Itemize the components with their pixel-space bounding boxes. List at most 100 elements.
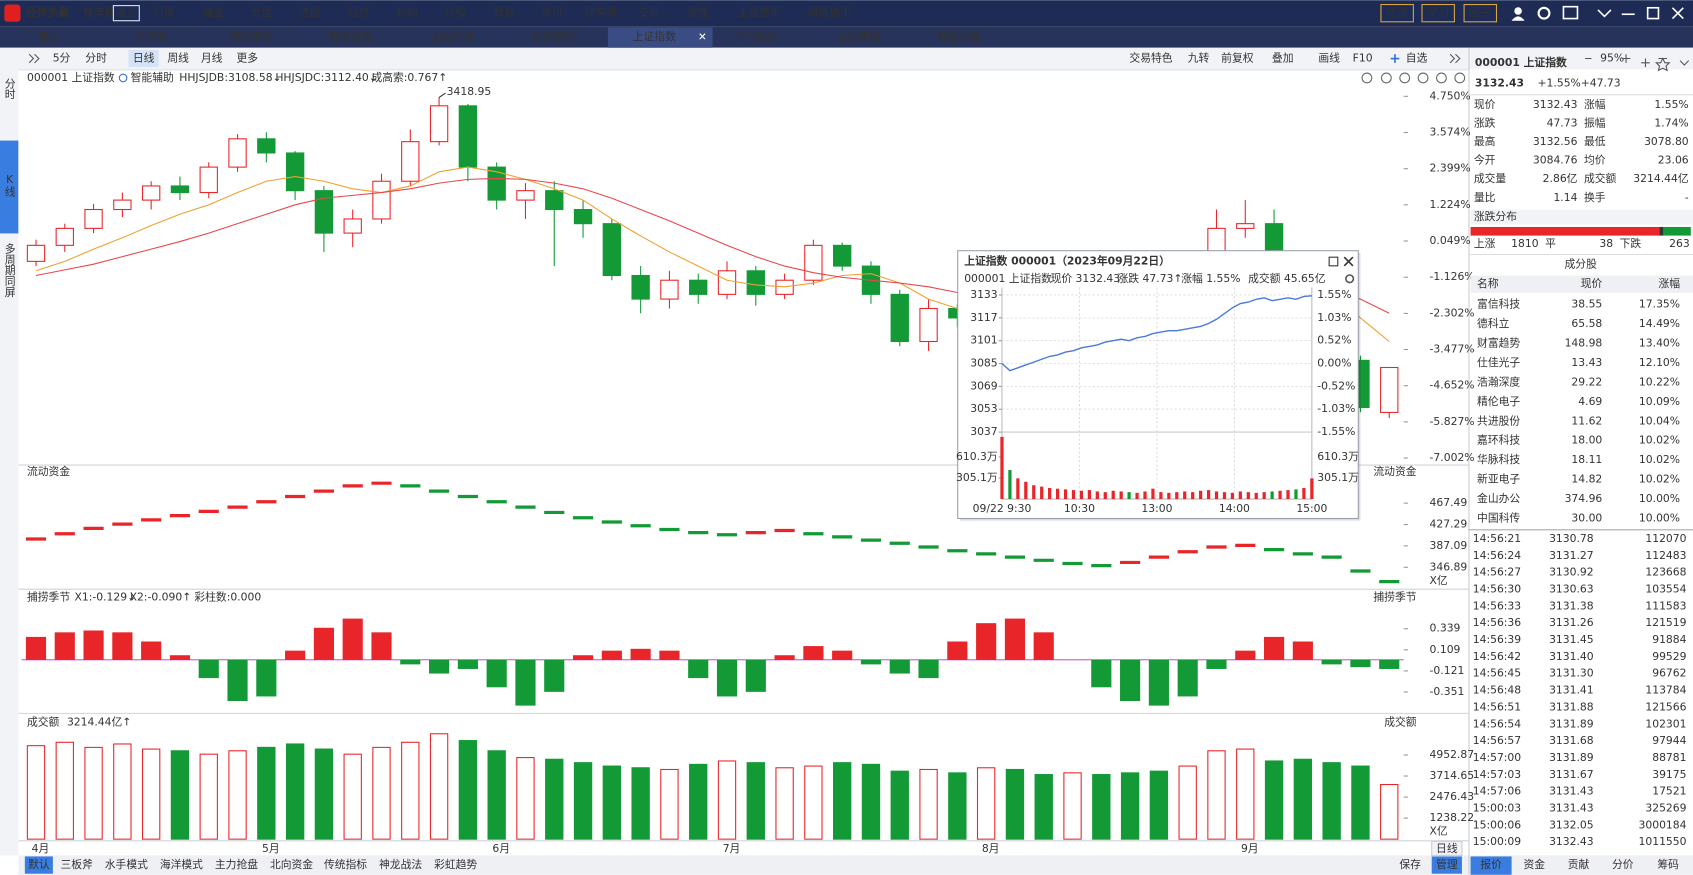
component-cell[interactable]: 德科立 [1477, 317, 1510, 330]
menu-item[interactable]: 选股 [299, 6, 321, 19]
popup-close[interactable] [1343, 256, 1354, 267]
settings-icon[interactable] [1537, 6, 1551, 20]
manage-button[interactable]: 管理 [1436, 858, 1458, 871]
trade-time: 15:00:09 [1473, 835, 1522, 848]
template-tab[interactable]: 默认 [28, 858, 50, 871]
right-tab[interactable]: 资金 [1523, 858, 1545, 871]
component-cell[interactable]: 浩瀚深度 [1477, 375, 1520, 388]
chart-tool-icon[interactable] [1436, 72, 1447, 84]
menu-item[interactable]: 行情 [153, 6, 175, 19]
component-cell[interactable]: 华脉科技 [1477, 453, 1520, 466]
candle-body [717, 270, 737, 295]
template-tab[interactable]: 神龙战法 [379, 858, 422, 871]
user-icon[interactable] [1514, 7, 1522, 15]
tab[interactable]: 主题策略 [837, 30, 880, 43]
tool-button[interactable]: 叠加 [1272, 52, 1294, 65]
template-tab[interactable]: 彩虹趋势 [434, 858, 477, 871]
tool-button[interactable]: F10 [1353, 52, 1373, 65]
top-button[interactable] [1380, 3, 1414, 23]
close-icon[interactable] [1671, 7, 1684, 20]
menu-item[interactable]: 短打 [348, 6, 370, 19]
restore-icon[interactable] [1646, 6, 1660, 20]
tab[interactable]: 学习营地 [734, 30, 777, 43]
top-button[interactable] [1463, 3, 1498, 23]
component-cell[interactable]: 中国科传 [1477, 511, 1520, 524]
popup-gear[interactable] [1345, 274, 1355, 284]
sidebar-tab[interactable]: 分时 [3, 78, 16, 100]
tool-button[interactable]: 九转 [1188, 52, 1210, 65]
right-tab[interactable]: 筹码 [1657, 858, 1679, 871]
component-cell[interactable]: 财富趋势 [1477, 337, 1520, 350]
menu-item[interactable]: 资讯 [541, 6, 563, 19]
column-header: 名称 [1477, 277, 1499, 290]
top-button[interactable] [1421, 3, 1455, 23]
tab[interactable]: 超级复盘 [329, 30, 372, 43]
save-button[interactable]: 保存 [1399, 858, 1421, 871]
sidebar-tab[interactable]: K线 [3, 173, 16, 197]
chevron-icon[interactable] [1597, 9, 1612, 18]
volume-bar [573, 762, 593, 840]
menu-item[interactable]: 增值 [687, 6, 709, 19]
menu-item[interactable]: 价投 [445, 6, 467, 19]
tool-button[interactable]: 画线 [1318, 52, 1340, 65]
sidebar-tab[interactable]: 多周期同屏 [3, 243, 16, 298]
collapse-icon[interactable] [28, 53, 40, 64]
macd-bar [860, 659, 882, 665]
chart-tool-icon[interactable] [1361, 72, 1373, 84]
menu-item[interactable]: 机构 [396, 6, 418, 19]
component-cell[interactable]: 新亚电子 [1477, 473, 1520, 486]
right-tab[interactable]: 报价 [1480, 858, 1502, 871]
menu-item[interactable]: 舆情猎手 [808, 6, 851, 19]
sidebar [0, 47, 19, 856]
tool-button[interactable]: 自选 [1406, 52, 1428, 65]
component-cell[interactable]: 共进股份 [1477, 414, 1520, 427]
component-cell[interactable]: 精伦电子 [1477, 395, 1520, 408]
component-cell[interactable]: 仕佳光子 [1477, 356, 1520, 369]
period-button[interactable]: 5分 [53, 52, 71, 65]
chart-tool-icon[interactable] [1380, 72, 1392, 84]
tool-button[interactable]: 前复权 [1221, 52, 1254, 65]
tab[interactable]: 涨停棱镜 [531, 30, 574, 43]
component-cell[interactable]: 金山办公 [1477, 492, 1520, 505]
menu-item[interactable]: 交易 [638, 6, 660, 19]
right-tab[interactable]: 分价 [1612, 858, 1634, 871]
tab[interactable]: 首页 [38, 30, 60, 43]
menu-item[interactable]: 数据 [493, 6, 515, 19]
macd-bar [25, 636, 47, 660]
menu-item[interactable]: 主题猎手 [737, 6, 780, 19]
template-tab[interactable]: 主力抢盘 [215, 858, 258, 871]
component-cell[interactable]: 嘉环科技 [1477, 434, 1520, 447]
chart-tool-icon[interactable] [1417, 72, 1429, 84]
tab-close[interactable] [699, 33, 706, 40]
popup-vol-label-right: 305.1万 [1317, 471, 1359, 484]
tab[interactable]: 精品课程 [937, 30, 980, 43]
tab[interactable]: 自选股 [135, 30, 168, 43]
period-button[interactable]: 日线 [133, 52, 155, 65]
candle-body [113, 199, 132, 211]
menu-item[interactable]: 研究院 [585, 6, 618, 19]
template-tab[interactable]: 三板斧 [60, 858, 93, 871]
tool-button[interactable]: 交易特色 [1129, 52, 1172, 65]
window-icon[interactable] [1562, 5, 1579, 20]
period-button[interactable]: 分时 [85, 52, 107, 65]
tab[interactable]: 主题精选 [431, 30, 474, 43]
chart-tool-icon[interactable] [1454, 72, 1466, 84]
chart-tool-icon[interactable] [1399, 72, 1411, 84]
template-tab[interactable]: 北向资金 [270, 858, 313, 871]
period-button[interactable]: 更多 [236, 52, 258, 65]
panel-title-right: 成交额 [1384, 716, 1417, 729]
period-button[interactable]: 月线 [201, 52, 223, 65]
tab[interactable]: 综合排名 [229, 30, 272, 43]
assist-radio[interactable] [118, 73, 128, 83]
template-tab[interactable]: 水手模式 [105, 858, 148, 871]
period-button[interactable]: 周线 [167, 52, 189, 65]
template-tab[interactable]: 海洋模式 [160, 858, 203, 871]
menu-item[interactable]: 大盘 [251, 6, 273, 19]
popup-min[interactable] [1328, 256, 1339, 267]
menu-item[interactable]: 基金 [203, 6, 225, 19]
tab[interactable]: 上证指数 [633, 30, 676, 43]
expand-icon[interactable] [1449, 53, 1461, 64]
template-tab[interactable]: 传统指标 [324, 858, 367, 871]
right-tab[interactable]: 贡献 [1568, 858, 1590, 871]
component-cell[interactable]: 富信科技 [1477, 298, 1520, 311]
